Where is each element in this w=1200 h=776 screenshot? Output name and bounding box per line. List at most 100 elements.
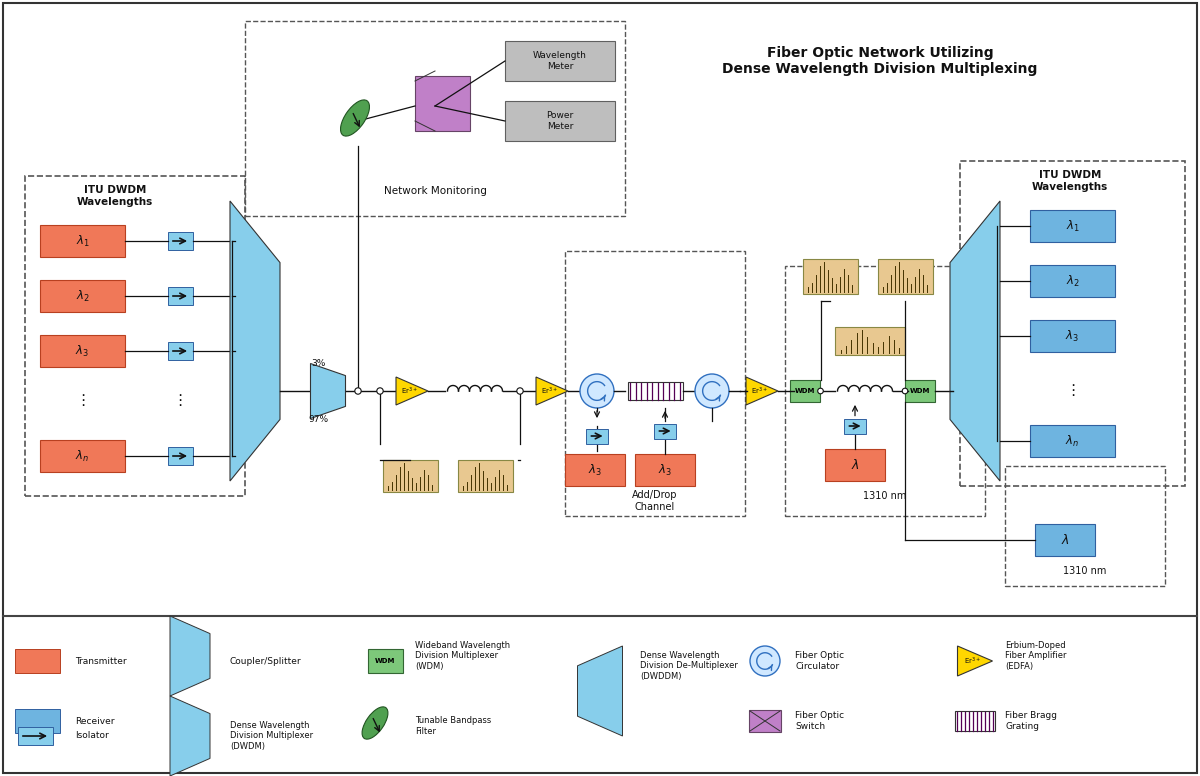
Text: Network Monitoring: Network Monitoring	[384, 186, 486, 196]
Text: 1310 nm: 1310 nm	[1063, 566, 1106, 576]
Bar	[505, 101, 616, 141]
Text: 97%: 97%	[308, 414, 328, 424]
Bar	[1030, 425, 1115, 457]
Text: $\lambda$: $\lambda$	[851, 458, 859, 472]
Text: Fiber Optic Network Utilizing
Dense Wavelength Division Multiplexing: Fiber Optic Network Utilizing Dense Wave…	[722, 46, 1038, 76]
Bar	[168, 447, 192, 465]
Bar	[1034, 524, 1096, 556]
Text: Dense Wavelength
Division De-Multiplexer
(DWDDM): Dense Wavelength Division De-Multiplexer…	[640, 651, 738, 681]
Bar	[25, 176, 245, 496]
Bar	[835, 327, 905, 355]
Bar	[40, 280, 125, 312]
Bar	[628, 382, 683, 400]
Polygon shape	[536, 377, 568, 405]
Bar	[367, 649, 402, 673]
Text: $\lambda$: $\lambda$	[1061, 533, 1069, 547]
Text: $\mathrm{Er}^{3+}$: $\mathrm{Er}^{3+}$	[964, 656, 980, 667]
Circle shape	[902, 388, 908, 393]
Text: $\lambda_2$: $\lambda_2$	[1066, 273, 1080, 289]
Polygon shape	[950, 201, 1000, 481]
Bar	[457, 460, 512, 492]
Bar	[1030, 320, 1115, 352]
Text: Isolator: Isolator	[74, 732, 109, 740]
Circle shape	[580, 374, 614, 408]
Text: $\lambda_1$: $\lambda_1$	[76, 234, 90, 248]
Bar	[785, 266, 985, 516]
Bar	[635, 454, 695, 486]
Bar	[1030, 210, 1115, 242]
Text: $\lambda_1$: $\lambda_1$	[1066, 219, 1080, 234]
Bar	[168, 342, 192, 360]
Bar	[586, 428, 608, 444]
Text: $\lambda_3$: $\lambda_3$	[658, 462, 672, 477]
Text: Dense Wavelength
Division Multiplexer
(DWDM): Dense Wavelength Division Multiplexer (D…	[230, 721, 313, 751]
Circle shape	[517, 388, 523, 394]
Text: Wavelength
Meter: Wavelength Meter	[533, 51, 587, 71]
Bar	[1030, 265, 1115, 297]
Bar	[790, 380, 820, 402]
Text: Coupler/Splitter: Coupler/Splitter	[230, 656, 301, 666]
Text: Fiber Bragg
Grating: Fiber Bragg Grating	[1006, 712, 1057, 731]
Text: $\lambda_n$: $\lambda_n$	[1066, 434, 1080, 449]
Bar	[1006, 466, 1165, 586]
Text: $\mathrm{Er}^{3+}$: $\mathrm{Er}^{3+}$	[401, 386, 418, 397]
Text: ITU DWDM
Wavelengths: ITU DWDM Wavelengths	[1032, 170, 1108, 192]
Text: Power
Meter: Power Meter	[546, 111, 574, 130]
Polygon shape	[170, 696, 210, 776]
Bar	[168, 287, 192, 305]
Bar	[168, 232, 192, 250]
Text: Erbium-Doped
Fiber Amplifier
(EDFA): Erbium-Doped Fiber Amplifier (EDFA)	[1006, 641, 1067, 671]
Bar	[383, 460, 438, 492]
Bar	[844, 418, 866, 434]
Bar	[40, 335, 125, 367]
Circle shape	[377, 388, 383, 394]
Bar	[905, 380, 935, 402]
Bar	[18, 727, 53, 745]
Text: ITU DWDM
Wavelengths: ITU DWDM Wavelengths	[77, 185, 154, 206]
Polygon shape	[577, 646, 623, 736]
Text: Add/Drop
Channel: Add/Drop Channel	[632, 490, 678, 512]
Circle shape	[817, 388, 823, 393]
Bar	[14, 709, 60, 733]
Text: $\lambda_3$: $\lambda_3$	[588, 462, 602, 477]
Bar	[415, 76, 470, 131]
Text: WDM: WDM	[374, 658, 395, 664]
Bar	[749, 710, 781, 732]
Bar	[565, 251, 745, 516]
Text: Transmitter: Transmitter	[74, 656, 127, 666]
Polygon shape	[311, 363, 346, 418]
Text: Fiber Optic
Switch: Fiber Optic Switch	[796, 712, 844, 731]
Bar	[565, 454, 625, 486]
Text: ⋮: ⋮	[173, 393, 187, 408]
Text: $\lambda_n$: $\lambda_n$	[76, 449, 90, 463]
Bar	[40, 440, 125, 472]
Bar	[803, 258, 858, 293]
Text: Receiver: Receiver	[74, 716, 114, 726]
Text: ⋮: ⋮	[74, 393, 90, 408]
Ellipse shape	[362, 707, 388, 740]
Ellipse shape	[341, 100, 370, 136]
Circle shape	[695, 374, 730, 408]
Text: $\lambda_3$: $\lambda_3$	[1066, 328, 1080, 344]
Text: $\mathrm{Er}^{3+}$: $\mathrm{Er}^{3+}$	[541, 386, 558, 397]
Circle shape	[355, 388, 361, 394]
Polygon shape	[230, 201, 280, 481]
Text: Fiber Optic
Circulator: Fiber Optic Circulator	[796, 651, 844, 670]
Bar	[654, 424, 676, 438]
Text: WDM: WDM	[910, 388, 930, 394]
Text: Wideband Wavelength
Division Multiplexer
(WDM): Wideband Wavelength Division Multiplexer…	[415, 641, 510, 671]
Bar	[960, 161, 1186, 486]
Bar	[955, 711, 995, 731]
Text: $\lambda_3$: $\lambda_3$	[76, 344, 90, 359]
Text: 1310 nm: 1310 nm	[863, 491, 907, 501]
Text: WDM: WDM	[794, 388, 815, 394]
Polygon shape	[958, 646, 992, 676]
Circle shape	[750, 646, 780, 676]
Bar	[14, 649, 60, 673]
Text: ⋮: ⋮	[1064, 383, 1080, 399]
Bar	[40, 225, 125, 257]
Polygon shape	[396, 377, 428, 405]
Text: $\lambda_2$: $\lambda_2$	[76, 289, 90, 303]
Text: Tunable Bandpass
Filter: Tunable Bandpass Filter	[415, 716, 491, 736]
Bar	[505, 41, 616, 81]
